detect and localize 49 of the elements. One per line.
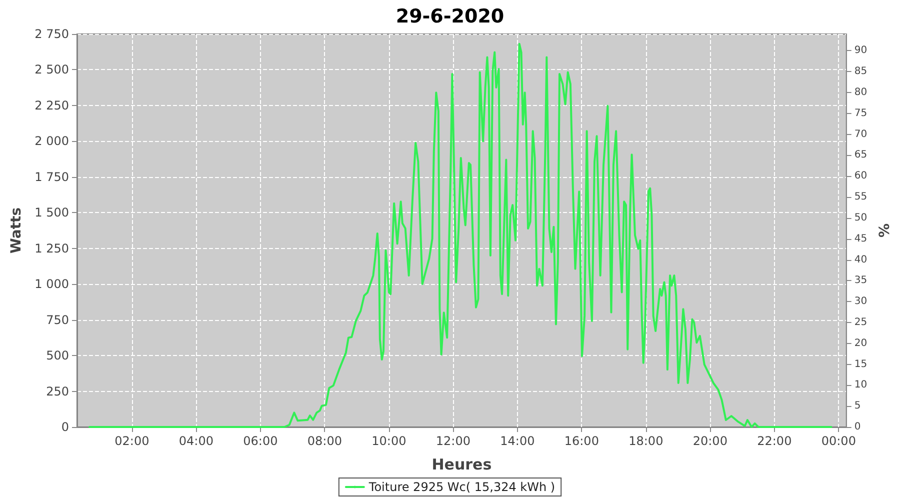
y2-tick-label: 25	[854, 316, 868, 328]
y-tick-label: 2 250	[34, 98, 69, 112]
y2-tick-label: 60	[854, 170, 868, 182]
y-tick-label: 1 500	[34, 206, 69, 220]
x-tick-label: 16:00	[564, 434, 599, 448]
x-tick-label: 02:00	[114, 434, 150, 448]
y2-tick-label: 55	[854, 192, 868, 203]
x-tick-label: 18:00	[628, 434, 664, 448]
y2-tick-label: 70	[854, 128, 868, 140]
y-tick-label: 2 000	[34, 134, 69, 148]
y2-tick-label: 75	[854, 108, 868, 119]
y2-tick-label: 30	[854, 296, 868, 308]
y2-tick-label: 15	[854, 358, 868, 370]
y2-tick-label: 45	[854, 233, 868, 244]
x-tick-label: 10:00	[372, 434, 406, 448]
y2-tick-label: 85	[854, 66, 868, 78]
y-tick-label: 2 500	[34, 62, 69, 77]
x-tick-label: 20:00	[692, 434, 728, 448]
y2-tick-label: 35	[854, 275, 868, 286]
y2-axis-title: %	[877, 223, 893, 238]
y2-tick-label: 40	[854, 254, 868, 266]
x-tick-label: 00:00	[821, 434, 856, 448]
y-tick-label: 0	[61, 420, 69, 434]
y2-tick-label: 80	[854, 87, 868, 98]
y-tick-label: 250	[46, 384, 69, 398]
y-tick-label: 750	[46, 312, 69, 327]
chart-title: 29-6-2020	[396, 6, 504, 28]
y-tick-label: 2 750	[34, 27, 69, 41]
x-tick-label: 04:00	[178, 434, 214, 448]
line-series	[88, 42, 832, 428]
y2-tick-label: 5	[854, 400, 861, 412]
y-axis-title: Watts	[8, 207, 25, 254]
y2-tick-label: 10	[854, 380, 868, 391]
y-tick-label: 1 750	[34, 170, 69, 184]
x-tick-label: 14:00	[500, 434, 535, 448]
x-tick-label: 22:00	[757, 434, 792, 448]
x-tick-label: 08:00	[307, 434, 342, 448]
y-tick-label: 1 000	[34, 277, 69, 292]
x-tick-label: 12:00	[436, 434, 470, 448]
y2-tick-label: 50	[854, 212, 868, 224]
y-tick-label: 1 250	[34, 241, 69, 256]
x-axis-title: Heures	[432, 456, 492, 474]
y2-tick-label: 0	[854, 422, 861, 432]
x-tick-label: 06:00	[243, 434, 278, 448]
y2-tick-label: 20	[854, 338, 868, 349]
legend-label: Toiture 2925 Wc( 15,324 kWh )	[368, 480, 556, 494]
y2-tick-label: 65	[854, 150, 868, 161]
y-tick-label: 500	[46, 348, 69, 363]
y2-tick-label: 90	[854, 45, 868, 56]
